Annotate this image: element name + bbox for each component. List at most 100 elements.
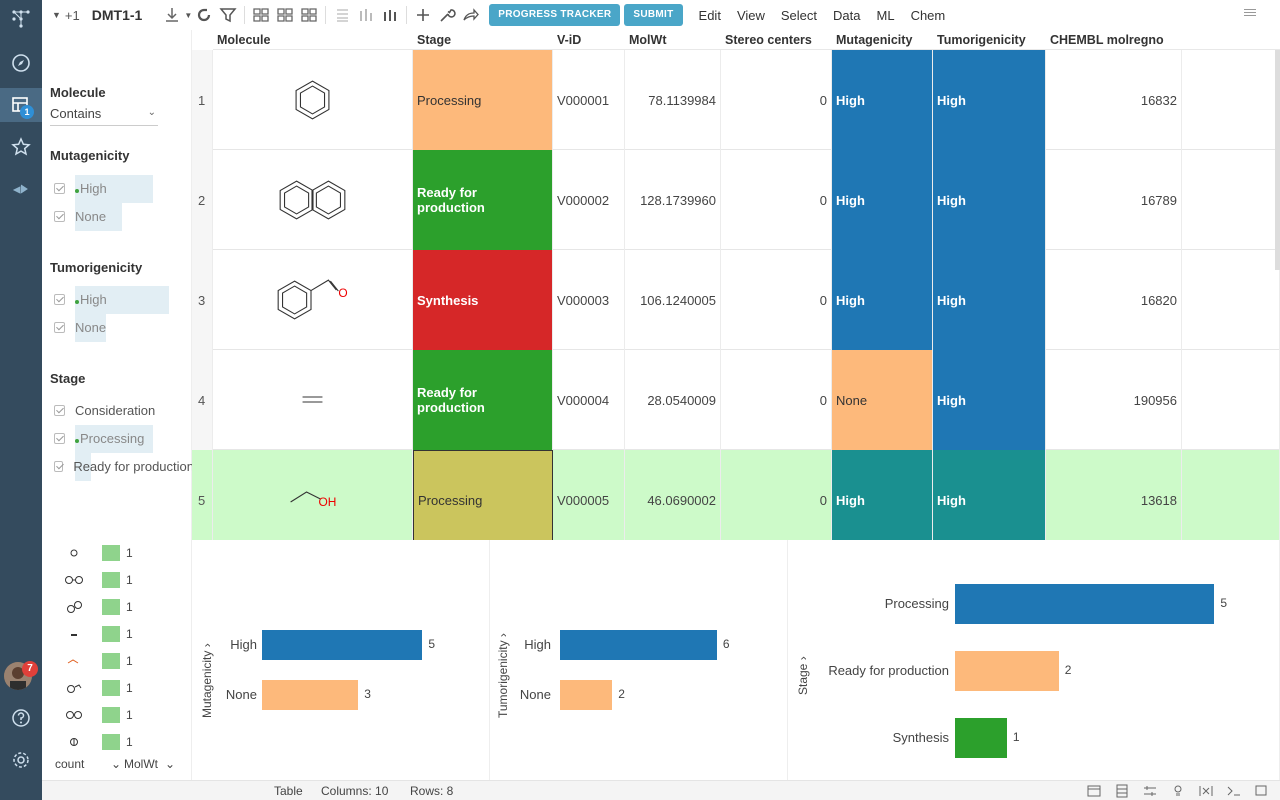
filter-mutagenicity-none[interactable]: None (54, 204, 106, 228)
molwt-cell[interactable]: 106.1240005 (625, 250, 721, 350)
empty-cell[interactable] (1182, 450, 1280, 540)
stereo-cell[interactable]: 0 (721, 50, 832, 150)
table-row[interactable]: 4 Ready for production V000004 28.0540009 0 N… (192, 350, 1280, 450)
table-row[interactable]: 3 O Synthesis V000003 106.1240005 0 High High 16… (192, 250, 1280, 350)
menu-view[interactable]: View (736, 7, 765, 23)
mutagenicity-cell[interactable]: None (832, 350, 933, 450)
tumorigenicity-cell[interactable]: High (933, 450, 1046, 540)
chembl-cell[interactable]: 13618 (1046, 450, 1182, 540)
molecule-summary-row[interactable]: 1 (42, 702, 192, 729)
column-header-molecule[interactable]: Molecule (213, 30, 413, 50)
stereo-cell[interactable]: 0 (721, 250, 832, 350)
vid-cell[interactable]: V000004 (553, 350, 625, 450)
row-number-cell[interactable]: 2 (192, 150, 213, 250)
columns-icon[interactable] (354, 3, 378, 27)
column-header-molwt[interactable]: MolWt (625, 30, 721, 50)
table-row[interactable]: 2 Ready for production V000002 128.1739960 0… (192, 150, 1280, 250)
filter-stage-ready[interactable]: Ready for production (54, 454, 194, 478)
filter-stage-processing[interactable]: Processing (54, 426, 144, 450)
dropdown-arrow-icon[interactable]: ▼ (52, 10, 61, 20)
help-icon[interactable] (0, 701, 42, 735)
table-row[interactable]: 1 Processing V000001 78.1139984 0 High High 168… (192, 50, 1280, 150)
molecule-summary-row[interactable]: 1 (42, 594, 192, 621)
stage-cell[interactable]: Processing (413, 450, 553, 540)
chembl-cell[interactable]: 16789 (1046, 150, 1182, 250)
chembl-cell[interactable]: 190956 (1046, 350, 1182, 450)
checkbox[interactable] (54, 460, 64, 472)
footer-molwt-chevron-icon[interactable]: ⌄ (165, 757, 176, 771)
stage-cell[interactable]: Ready for production (413, 150, 553, 250)
menu-select[interactable]: Select (780, 7, 818, 23)
plugin-icon[interactable] (0, 172, 42, 206)
variables-icon[interactable] (1199, 784, 1213, 798)
table-row[interactable]: 5 OH Processing V000005 46.0690002 0 High High 1… (192, 450, 1280, 540)
stage-cell[interactable]: Ready for production (413, 350, 553, 450)
molecule-summary-row[interactable]: 1 (42, 567, 192, 594)
mutagenicity-cell[interactable]: High (832, 450, 933, 540)
bar[interactable] (262, 680, 359, 710)
progress-tracker-button[interactable]: PROGRESS TRACKER (489, 4, 621, 26)
mutagenicity-cell[interactable]: High (832, 150, 933, 250)
filter-tumorigenicity-none[interactable]: None (54, 315, 106, 339)
footer-molwt[interactable]: MolWt (124, 757, 158, 771)
chart-axis-label[interactable]: Stage › (796, 656, 810, 695)
molecule-summary-row[interactable]: 1 (42, 675, 192, 702)
menu-chem[interactable]: Chem (910, 7, 946, 23)
list-icon[interactable] (330, 3, 354, 27)
refresh-icon[interactable] (192, 3, 216, 27)
empty-cell[interactable] (1182, 150, 1280, 250)
bar[interactable] (560, 630, 717, 660)
tumorigenicity-cell[interactable]: High (933, 150, 1046, 250)
tumorigenicity-cell[interactable]: High (933, 350, 1046, 450)
download-menu-icon[interactable]: ▼ (184, 10, 193, 20)
stereo-cell[interactable]: 0 (721, 450, 832, 540)
add-icon[interactable] (411, 3, 435, 27)
stage-cell[interactable]: Processing (413, 50, 553, 150)
logo-icon[interactable] (0, 2, 42, 36)
vid-cell[interactable]: V000005 (553, 450, 625, 540)
row-number-cell[interactable]: 4 (192, 350, 213, 450)
settings-icon[interactable] (0, 743, 42, 777)
layout-tiles-icon[interactable] (273, 3, 297, 27)
molwt-cell[interactable]: 28.0540009 (625, 350, 721, 450)
bar-chart-1[interactable]: Tumorigenicity › High 6 None 2 (490, 540, 788, 780)
mutagenicity-cell[interactable]: High (832, 250, 933, 350)
wrench-icon[interactable] (435, 3, 459, 27)
bar[interactable] (955, 651, 1059, 691)
checkbox[interactable] (54, 404, 65, 416)
tables-icon[interactable]: 1 (0, 88, 42, 122)
column-header-chembl[interactable]: CHEMBL molregno (1046, 30, 1182, 50)
star-icon[interactable] (0, 130, 42, 164)
molwt-cell[interactable]: 46.0690002 (625, 450, 721, 540)
stereo-cell[interactable]: 0 (721, 350, 832, 450)
empty-cell[interactable] (1182, 350, 1280, 450)
bar-chart-0[interactable]: Mutagenicity › High 5 None 3 (192, 540, 490, 780)
vid-cell[interactable]: V000001 (553, 50, 625, 150)
chart-axis-label[interactable]: Mutagenicity › (200, 643, 214, 718)
checkbox[interactable] (54, 321, 65, 333)
hamburger-icon[interactable] (1244, 7, 1256, 18)
layout-grid-icon[interactable] (249, 3, 273, 27)
bars-icon[interactable] (378, 3, 402, 27)
window-icon[interactable] (1087, 784, 1101, 798)
bar-chart-2[interactable]: Stage › Processing 5 Ready for production 2 S… (788, 540, 1280, 780)
molecule-search-mode[interactable]: Contains ⌄ (50, 106, 158, 126)
grid-scrollbar[interactable] (1275, 50, 1280, 270)
sliders-icon[interactable] (1143, 784, 1157, 798)
chart-axis-label[interactable]: Tumorigenicity › (496, 633, 510, 718)
share-icon[interactable] (459, 3, 483, 27)
tumorigenicity-cell[interactable]: High (933, 50, 1046, 150)
menu-edit[interactable]: Edit (698, 7, 721, 23)
filter-tumorigenicity-high[interactable]: High (54, 287, 107, 311)
vid-cell[interactable]: V000003 (553, 250, 625, 350)
column-header-vid[interactable]: V-iD (553, 30, 625, 50)
molecule-cell[interactable] (213, 350, 413, 450)
molecule-cell[interactable] (213, 50, 413, 150)
bar[interactable] (262, 630, 423, 660)
compass-icon[interactable] (0, 46, 42, 80)
footer-count[interactable]: count (55, 757, 85, 771)
molecule-summary-row[interactable]: 1 (42, 729, 192, 756)
chembl-cell[interactable]: 16832 (1046, 50, 1182, 150)
bar[interactable] (955, 584, 1215, 624)
molwt-cell[interactable]: 128.1739960 (625, 150, 721, 250)
